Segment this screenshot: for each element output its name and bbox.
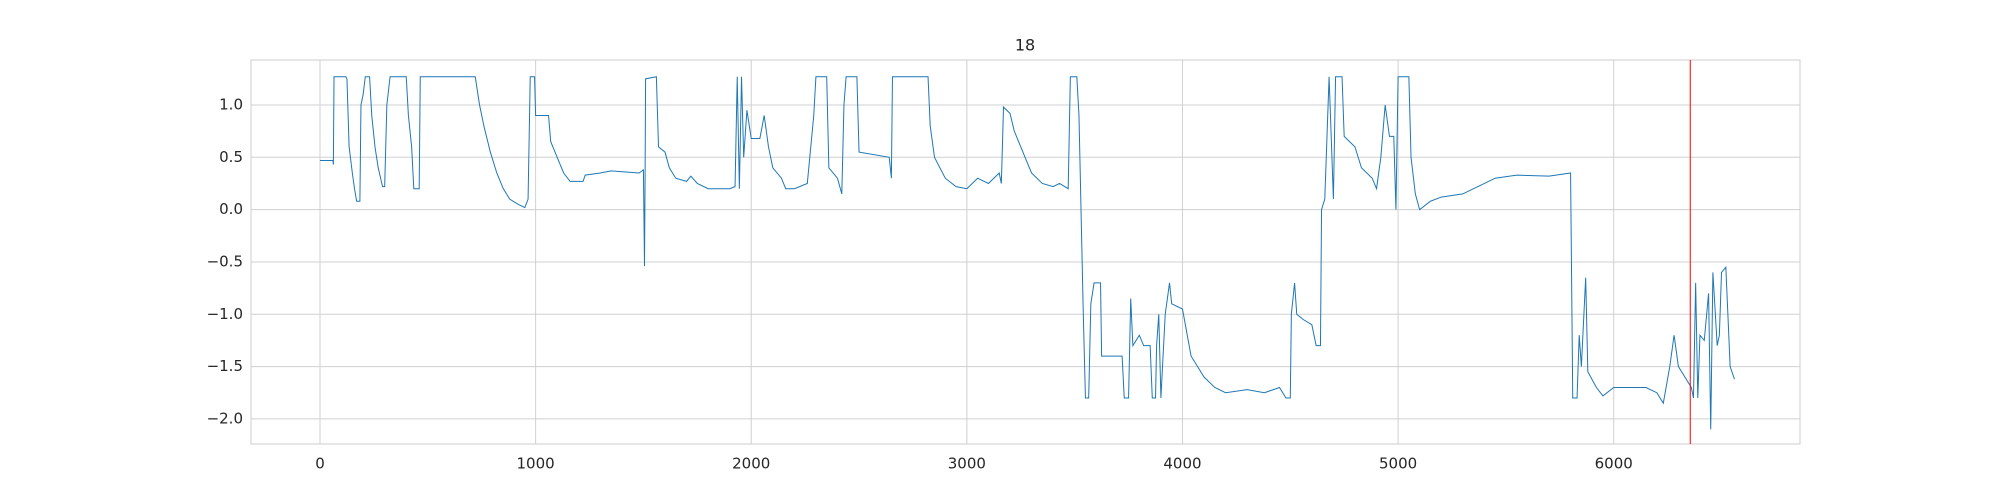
y-tick-label: −1.5 xyxy=(207,357,243,375)
y-tick-label: −2.0 xyxy=(207,409,243,427)
y-tick-label: 0.5 xyxy=(219,148,243,166)
plot-frame xyxy=(250,59,1801,445)
x-tick-label: 2000 xyxy=(732,455,770,473)
series-line xyxy=(320,76,1735,430)
x-tick-label: 1000 xyxy=(517,455,555,473)
x-tick-label: 0 xyxy=(315,455,325,473)
y-tick-label: −0.5 xyxy=(207,252,243,270)
y-tick-label: 1.0 xyxy=(219,95,243,113)
x-tick-label: 6000 xyxy=(1595,455,1633,473)
y-tick-label: 0.0 xyxy=(219,200,243,218)
x-tick-label: 4000 xyxy=(1163,455,1201,473)
y-tick-label: −1.0 xyxy=(207,305,243,323)
x-tick-label: 3000 xyxy=(948,455,986,473)
chart-title: 18 xyxy=(1015,36,1035,55)
x-tick-label: 5000 xyxy=(1379,455,1417,473)
